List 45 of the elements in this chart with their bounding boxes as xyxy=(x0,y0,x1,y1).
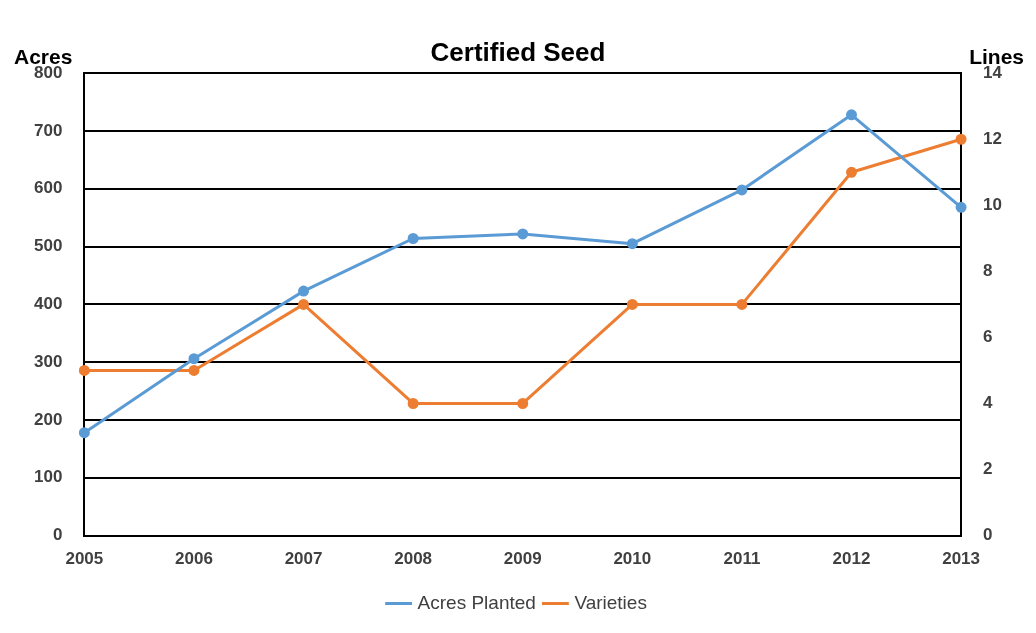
x-tick-label: 2012 xyxy=(832,549,871,569)
point xyxy=(188,364,200,376)
x-tick-label: 2007 xyxy=(284,549,323,569)
y-tick-label: 100 xyxy=(33,467,63,487)
point xyxy=(298,285,310,297)
y2-tick-label: 0 xyxy=(983,525,993,545)
point xyxy=(298,298,310,310)
x-tick-label: 2013 xyxy=(942,549,980,569)
y-tick-label: 600 xyxy=(33,178,63,198)
point xyxy=(736,184,748,196)
y2-tick-label: 8 xyxy=(983,261,993,281)
point xyxy=(955,133,967,145)
legend-label: Acres Planted xyxy=(417,591,536,613)
point xyxy=(517,397,529,409)
legend-label: Varieties xyxy=(574,591,647,613)
point xyxy=(626,238,638,250)
point xyxy=(846,109,857,121)
y2-tick-label: 6 xyxy=(983,327,993,347)
y2-tick-label: 10 xyxy=(983,195,1003,214)
point xyxy=(517,228,529,240)
x-tick-label: 2006 xyxy=(175,549,213,569)
point xyxy=(407,397,419,409)
x-tick-label: 2008 xyxy=(394,549,433,569)
point xyxy=(955,201,967,213)
y-tick-label: 200 xyxy=(33,409,63,429)
point xyxy=(407,233,419,245)
x-tick-label: 2009 xyxy=(503,549,542,569)
x-tick-label: 2010 xyxy=(613,549,652,569)
point xyxy=(846,166,857,178)
point xyxy=(78,427,90,439)
point xyxy=(626,298,638,310)
point xyxy=(736,298,748,310)
y-tick-label: 500 xyxy=(33,236,63,256)
y2-tick-label: 2 xyxy=(983,459,993,479)
x-tick-label: 2005 xyxy=(65,549,104,569)
y-tick-label: 0 xyxy=(52,525,63,545)
y-tick-label: 300 xyxy=(33,351,63,371)
y2-tick-label: 12 xyxy=(983,128,1003,148)
y2-tick-label: 4 xyxy=(983,393,994,413)
x-tick-label: 2011 xyxy=(723,549,761,569)
y-tick-label: 400 xyxy=(33,294,63,314)
point xyxy=(78,364,90,376)
y-tick-label: 700 xyxy=(33,120,63,140)
point xyxy=(188,353,200,365)
chart-title: Certified Seed xyxy=(430,36,606,67)
